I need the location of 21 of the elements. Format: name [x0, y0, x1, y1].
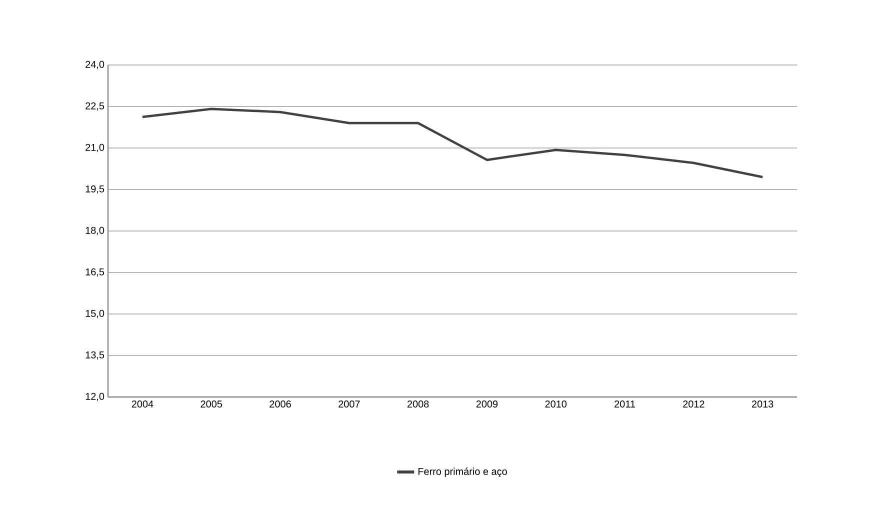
x-tick-label: 2007 [338, 400, 360, 408]
y-tick-label: 12,0 [86, 392, 104, 402]
y-tick-label: 13,5 [86, 351, 104, 360]
y-tick-label: 21,0 [86, 144, 104, 152]
y-tick-label: 22,5 [86, 102, 104, 111]
y-tick-label: 24,0 [86, 60, 104, 70]
x-tick-label: 2004 [132, 400, 154, 408]
x-tick-label: 2009 [476, 400, 498, 408]
x-tick-label: 2011 [614, 400, 635, 408]
line-series [141, 108, 764, 178]
y-tick-label: 19,5 [86, 185, 104, 194]
x-tick-label: 2013 [752, 400, 774, 408]
x-tick-label: 2005 [200, 400, 222, 408]
y-tick-label: 16,5 [86, 268, 104, 277]
x-tick-label: 2010 [545, 400, 567, 408]
y-tick-label: 15,0 [86, 310, 104, 318]
legend-label: Ferro primário e aço [418, 468, 507, 478]
y-tick-label: 18,0 [86, 226, 104, 236]
x-tick-label: 2012 [683, 400, 704, 408]
x-tick-label: 2006 [270, 400, 291, 408]
x-tick-label: 2008 [407, 400, 429, 408]
